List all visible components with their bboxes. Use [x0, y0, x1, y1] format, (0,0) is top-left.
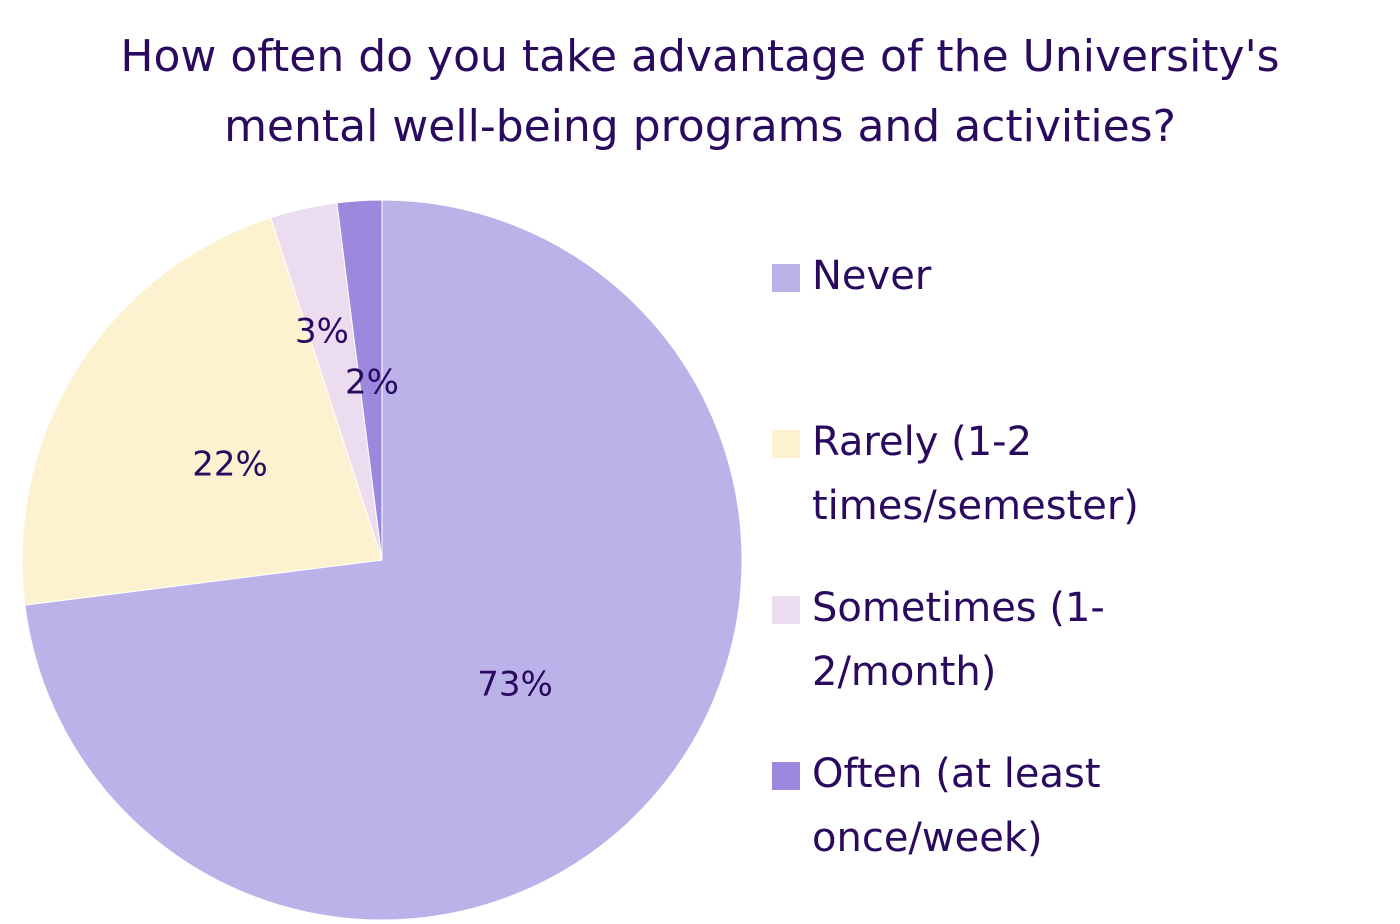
pie-chart: 73% 22% 3% 2% — [21, 199, 743, 921]
chart-title-line-2: mental well-being programs and activitie… — [224, 101, 1176, 152]
pie-slice-never — [24, 199, 743, 921]
legend-label-often: Often (at least once/week) — [812, 742, 1372, 870]
slice-label-rarely: 22% — [192, 445, 268, 485]
legend-label-often-line-1: Often (at least — [812, 751, 1101, 797]
legend-label-often-line-2: once/week) — [812, 815, 1043, 861]
legend-swatch-never — [772, 264, 800, 292]
legend-label-rarely-line-2: times/semester) — [812, 483, 1139, 529]
legend-label-sometimes-line-2: 2/month) — [812, 649, 997, 695]
legend-swatch-rarely — [772, 430, 800, 458]
legend: Never Rarely (1-2 times/semester) Someti… — [772, 0, 1392, 924]
pie-slice-often — [336, 199, 383, 561]
chart-title-line-1: How often do you take advantage of the U… — [120, 31, 1280, 82]
legend-swatch-sometimes — [772, 596, 800, 624]
legend-label-never: Never — [812, 244, 1372, 308]
legend-label-sometimes-line-1: Sometimes (1- — [812, 585, 1105, 631]
chart-title: How often do you take advantage of the U… — [0, 22, 1400, 162]
legend-label-never-line-1: Never — [812, 253, 932, 299]
pie-slice-rarely — [21, 216, 383, 606]
slice-label-sometimes: 3% — [295, 312, 349, 352]
legend-label-rarely: Rarely (1-2 times/semester) — [812, 410, 1372, 538]
legend-swatch-often — [772, 762, 800, 790]
legend-label-rarely-line-1: Rarely (1-2 — [812, 419, 1033, 465]
legend-label-sometimes: Sometimes (1- 2/month) — [812, 576, 1372, 704]
slice-label-often: 2% — [345, 363, 399, 403]
slice-label-never: 73% — [477, 665, 553, 705]
